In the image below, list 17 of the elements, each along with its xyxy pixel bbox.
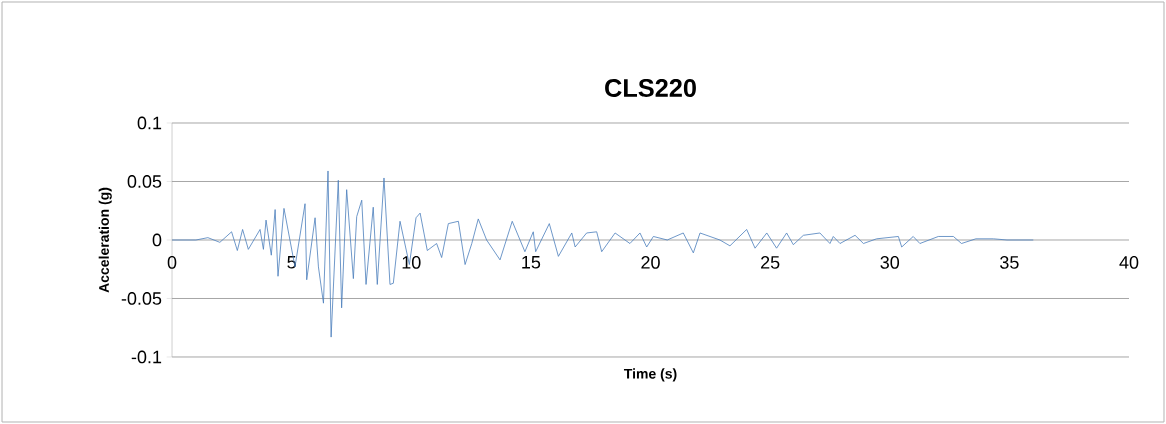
y-tick-label: 0.1	[137, 116, 162, 130]
y-tick-label: 0.05	[127, 175, 162, 188]
y-tick-label: -0.05	[121, 292, 162, 305]
x-tick-label: 40	[1119, 256, 1139, 269]
x-tick-label: 25	[761, 256, 780, 269]
x-tick-label: 0	[167, 256, 177, 269]
x-tick-label: 20	[641, 256, 660, 269]
y-tick-label: -0.1	[131, 350, 162, 364]
x-axis-title: Time (s)	[623, 368, 677, 382]
x-tick-label: 15	[522, 256, 541, 269]
y-tick-label: 0	[152, 233, 162, 247]
x-tick-label: 35	[1000, 256, 1019, 269]
chart-title: CLS220	[605, 79, 696, 97]
x-tick-label: 5	[287, 256, 296, 269]
x-tick-label: 30	[880, 256, 900, 269]
x-tick-label: 10	[402, 256, 421, 269]
y-axis-title: Acceleration (g)	[98, 187, 112, 293]
